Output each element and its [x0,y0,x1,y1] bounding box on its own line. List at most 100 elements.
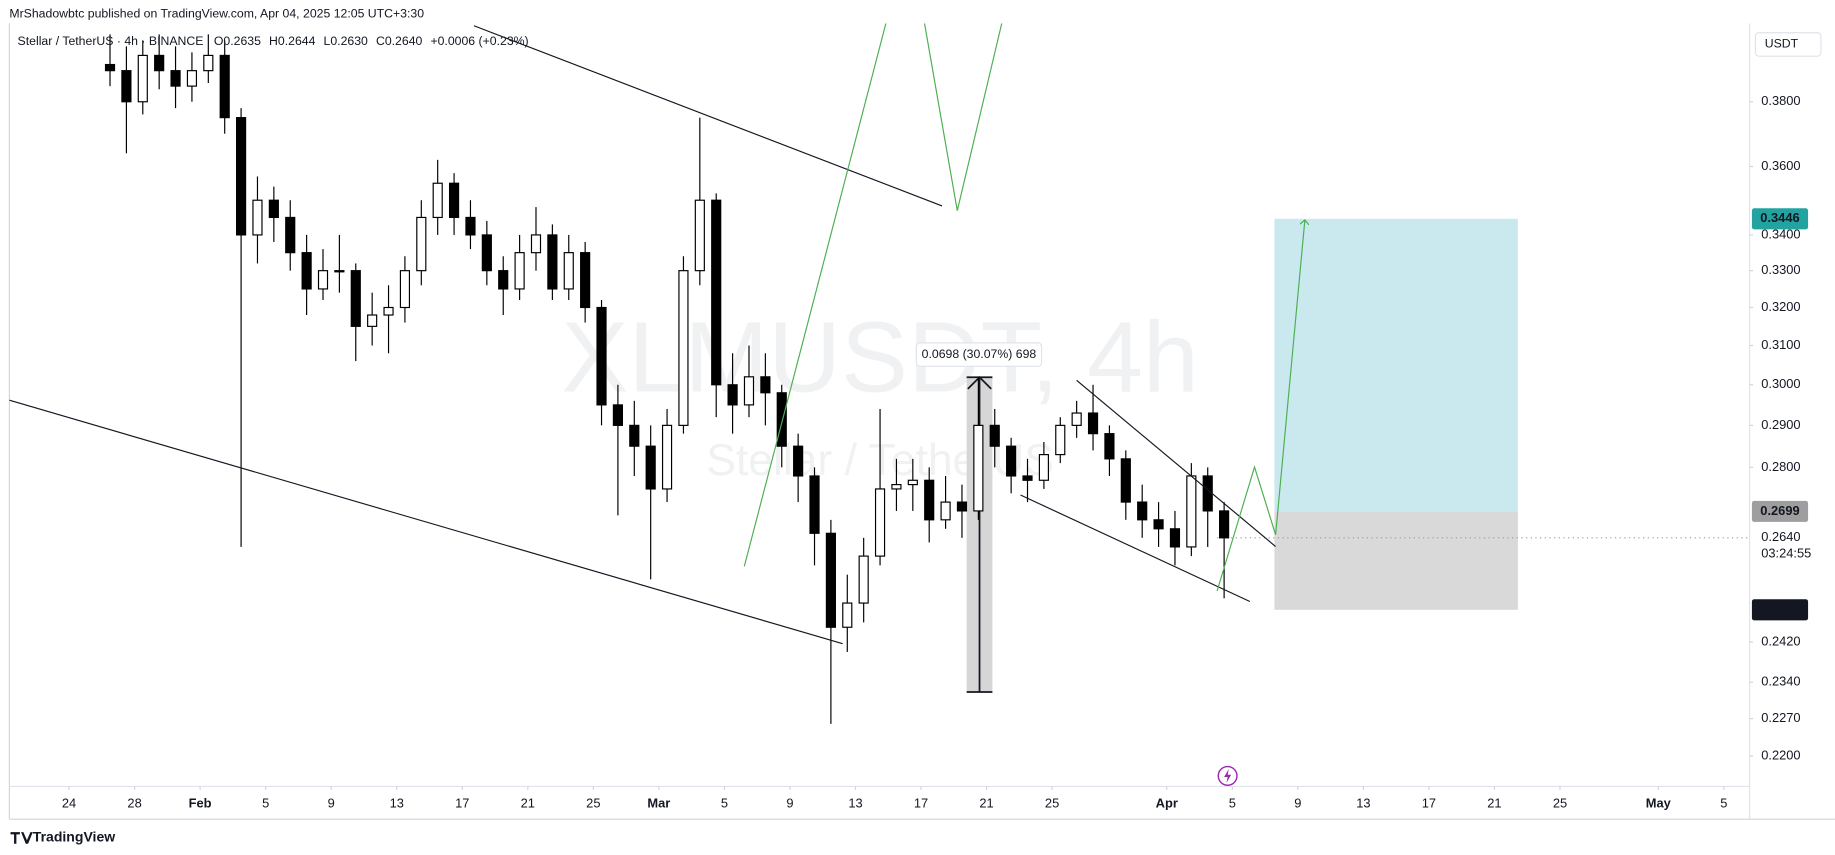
x-tick-label: 17 [914,795,928,810]
y-tick-label: 0.3600 [1761,158,1800,173]
candle-body [1219,510,1230,539]
candle-body [629,424,640,447]
candle-body [678,270,689,426]
candle-body [416,216,427,272]
x-tick-label: Apr [1156,795,1178,810]
candle-body [825,532,836,628]
y-tick-label: 0.3200 [1761,299,1800,314]
candle-body [907,479,918,486]
x-tick-label: 25 [586,795,600,810]
y-tick-label: 0.3000 [1761,376,1800,391]
y-tick-label: 0.3400 [1761,226,1800,241]
countdown-label: 03:24:55 [1761,546,1811,561]
candle-body [743,376,755,406]
symbol-legend: Stellar / TetherUS · 4h · BINANCE O0.263… [18,34,529,48]
candle-body [645,445,656,490]
position-profit-zone [1274,218,1518,512]
x-tick-label: 13 [848,795,862,810]
candle-body [481,234,492,272]
candle-body [170,70,181,87]
candle-body [1087,412,1099,435]
currency-box[interactable] [1754,32,1822,57]
price-label-box [1751,500,1809,522]
y-tick-label: 0.3300 [1761,262,1800,277]
trendline [1076,379,1276,547]
ohlc-low: L0.2630 [324,34,369,48]
x-tick-label: 9 [786,795,793,810]
x-tick-label: 9 [1294,795,1301,810]
x-tick-label: 21 [521,795,535,810]
candle-body [924,479,935,521]
measure-label: 0.0698 (30.07%) 698 [915,342,1043,367]
x-tick-label: 13 [390,795,404,810]
candle-body [1071,412,1082,426]
candle-body [661,424,673,490]
last-price-label: 0.2640 [1761,529,1800,544]
watermark: XLMUSDT, 4h [561,302,1199,414]
candle-body [989,424,1000,447]
candle-body [1202,475,1213,512]
candle-body [956,501,968,512]
footer-logo [10,832,33,844]
candle-body [1055,424,1066,456]
candles [104,34,1230,724]
x-tick-label: 25 [1553,795,1567,810]
candle-body [367,314,378,327]
candle-body [530,234,542,254]
candle-body [104,63,116,72]
candle-body [793,445,804,477]
x-tick-label: 17 [455,795,469,810]
candle-body [1038,454,1049,481]
candle-body [973,424,984,512]
y-tick-label: 0.3100 [1761,337,1800,352]
candle-body [940,501,951,521]
event-icon-bolt [1224,768,1232,783]
x-tick-label: 24 [62,795,76,810]
candle-body [334,270,345,273]
y-tick-label: 0.2420 [1761,633,1800,648]
x-tick-label: 5 [721,795,728,810]
drawings [966,218,1750,693]
price-label-box [1751,599,1809,621]
measure-label-box [915,342,1043,367]
candle-body [514,252,525,290]
candle-body [383,306,394,316]
candle-body [399,270,411,309]
y-tick-label: 0.2900 [1761,417,1800,432]
candle-body [154,54,165,72]
candle-body [301,252,312,290]
measure-label-text: 0.0698 (30.07%) 698 [922,347,1037,361]
ohlc-change: +0.0006 (+0.23%) [430,34,528,48]
footer-logo-text: TradingView [33,829,115,845]
x-tick-label: 5 [262,795,269,810]
candle-body [776,392,787,447]
candle-body [268,199,279,219]
x-tick-label: 9 [328,795,335,810]
x-tick-label: Mar [647,795,670,810]
candle-body [1104,433,1115,460]
candle-body [448,182,460,219]
price-label: 0.2699 [1760,503,1799,518]
x-tick-label: 17 [1422,795,1436,810]
candle-body [1120,458,1131,503]
candle-body [219,54,230,119]
y-tick-label: 0.3800 [1761,93,1800,108]
x-tick-label: Feb [189,795,212,810]
byline: MrShadowbtc published on TradingView.com… [9,6,424,20]
candle-body [432,182,443,219]
y-tick-label: 0.2340 [1761,674,1800,689]
candle-body [711,199,722,386]
candle-body [465,216,476,236]
currency-label[interactable]: USDT [1765,37,1799,51]
trendline [473,25,943,207]
x-tick-label: 5 [1229,795,1236,810]
x-tick-label: 13 [1356,795,1370,810]
trendlines [9,23,1304,645]
trendline [9,399,843,645]
position-loss-zone [1274,511,1518,610]
candle-body [137,54,148,103]
candle-body [694,199,705,272]
